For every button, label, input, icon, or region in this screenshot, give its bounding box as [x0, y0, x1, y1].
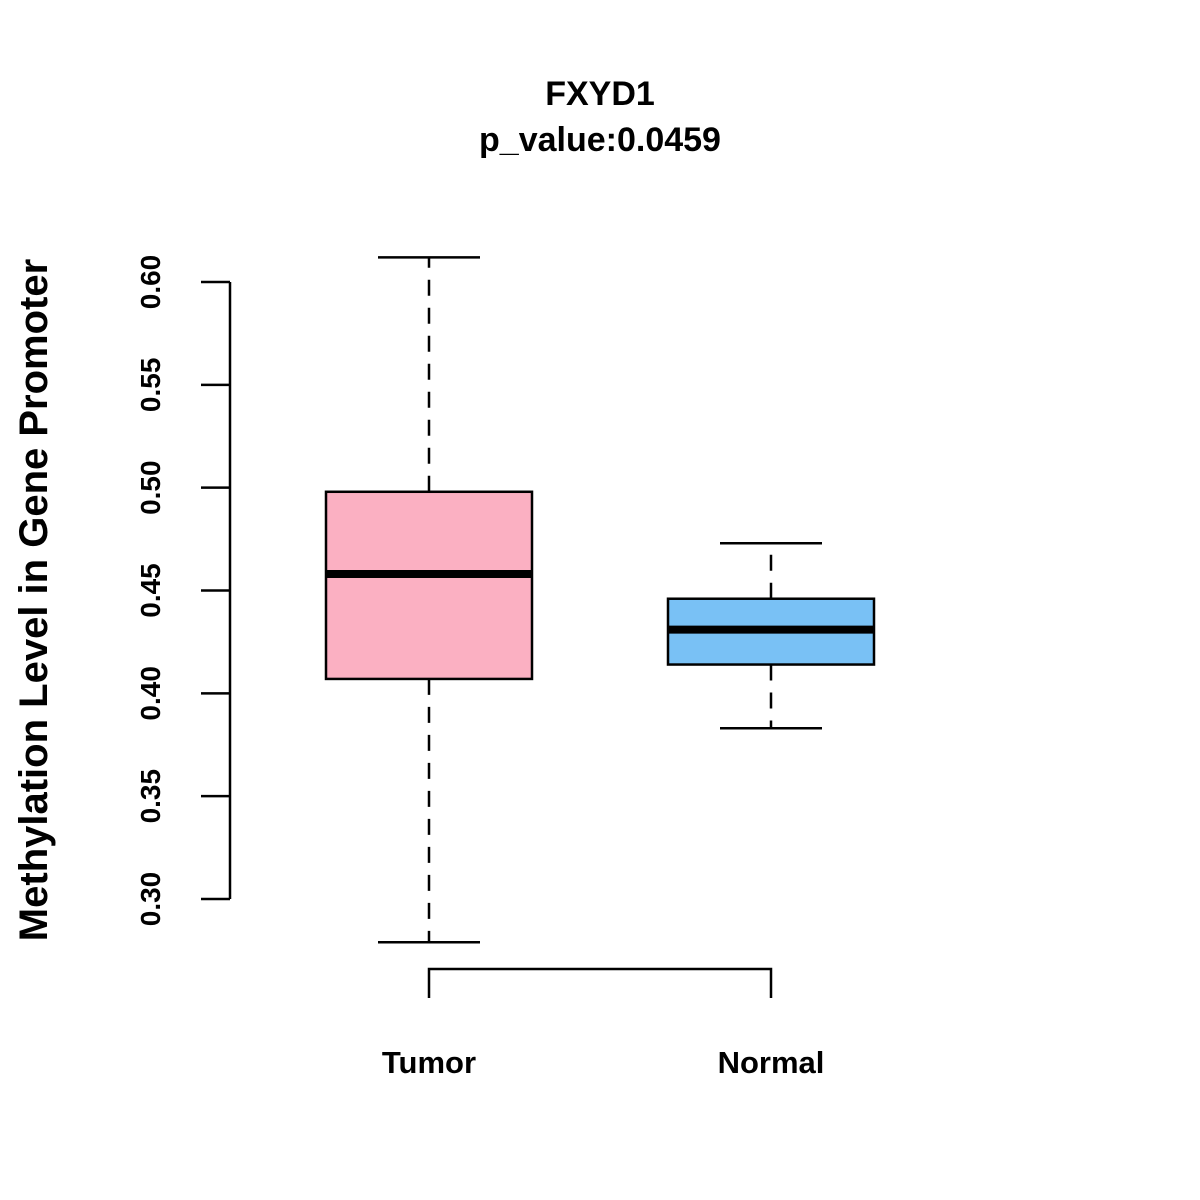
y-tick-label: 0.35	[135, 769, 166, 824]
iqr-box	[324, 490, 534, 681]
boxes	[324, 256, 876, 944]
chart-subtitle: p_value:0.0459	[479, 121, 721, 159]
y-tick-label: 0.45	[135, 563, 166, 618]
x-axis-labels: Tumor Normal	[382, 1045, 824, 1080]
box-tumor	[324, 256, 534, 944]
box-normal	[666, 541, 876, 730]
y-tick-label: 0.50	[135, 460, 166, 514]
y-axis: 0.30 0.35 0.40 0.45 0.50 0.55 0.60	[135, 255, 232, 927]
significance-bracket	[427, 967, 773, 998]
y-axis-label: Methylation Level in Gene Promoter	[12, 259, 56, 941]
chart-title: FXYD1	[545, 75, 655, 113]
x-label-tumor: Tumor	[382, 1045, 476, 1080]
y-tick-label: 0.40	[135, 666, 166, 721]
bracket-line	[427, 967, 773, 998]
y-tick-label: 0.60	[135, 255, 166, 310]
y-tick-label: 0.55	[135, 358, 166, 413]
y-tick-label: 0.30	[135, 872, 166, 927]
x-label-normal: Normal	[718, 1045, 825, 1080]
